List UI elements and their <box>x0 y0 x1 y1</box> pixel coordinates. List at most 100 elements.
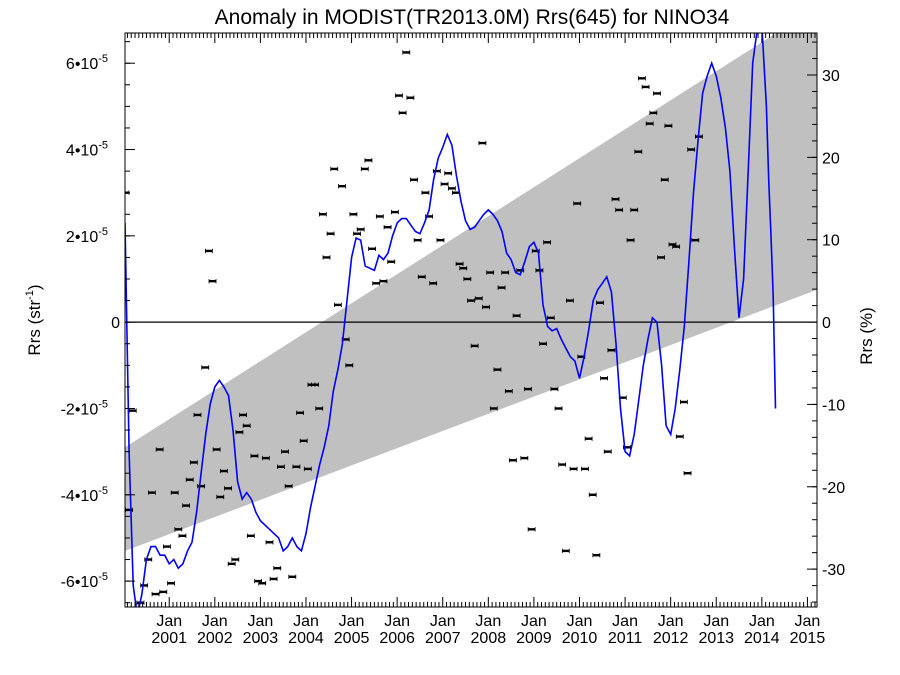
plot-frame <box>124 32 818 608</box>
monthly-point <box>539 341 547 346</box>
x-tick-month-label: Jan <box>521 613 547 630</box>
monthly-point <box>224 486 232 491</box>
x-tick-year-label: 2003 <box>243 630 279 647</box>
monthly-point <box>413 237 422 243</box>
x-tick-month-label: Jan <box>293 613 319 630</box>
monthly-point <box>638 76 646 81</box>
chart-title: Anomaly in MODIST(TR2013.0M) Rrs(645) fo… <box>215 6 730 29</box>
monthly-point <box>470 343 479 349</box>
monthly-point <box>558 462 567 467</box>
monthly-point <box>250 453 259 459</box>
x-tick-month-label: Jan <box>795 613 821 630</box>
x-tick-year-label: 2004 <box>288 630 324 647</box>
right-tick-label: -30 <box>822 562 845 579</box>
monthly-point <box>645 121 654 126</box>
monthly-point <box>432 168 441 174</box>
monthly-point <box>691 237 700 243</box>
monthly-point <box>444 171 453 176</box>
monthly-point <box>550 386 559 392</box>
monthly-point <box>246 533 255 538</box>
monthly-point <box>486 270 495 275</box>
monthly-point <box>509 458 517 463</box>
monthly-point <box>679 399 688 405</box>
left-tick-label: 6•10-5 <box>66 53 108 73</box>
monthly-point <box>531 248 540 254</box>
monthly-point <box>281 449 289 454</box>
x-tick-month-label: Jan <box>475 613 501 630</box>
monthly-point <box>524 386 532 392</box>
monthly-point <box>227 561 236 567</box>
monthly-point <box>584 436 593 441</box>
monthly-point <box>566 298 574 303</box>
monthly-point <box>687 147 696 152</box>
monthly-point <box>672 244 681 249</box>
monthly-point <box>360 166 369 172</box>
monthly-point <box>554 406 563 411</box>
left-tick-label: -6•10-5 <box>61 571 108 591</box>
x-tick-year-label: 2001 <box>151 630 187 647</box>
monthly-point <box>128 408 137 413</box>
monthly-point <box>383 225 392 230</box>
monthly-point <box>497 285 506 290</box>
monthly-point <box>417 274 426 280</box>
monthly-point <box>421 190 430 195</box>
left-tick-label: -4•10-5 <box>61 485 108 505</box>
monthly-point <box>273 565 282 571</box>
monthly-point <box>140 583 149 588</box>
x-tick-year-label: 2007 <box>425 630 461 647</box>
trend-band-layer <box>125 33 817 551</box>
monthly-point <box>303 466 312 472</box>
x-tick-month-label: Jan <box>384 613 410 630</box>
monthly-point <box>147 490 156 495</box>
monthly-point <box>447 186 456 191</box>
monthly-point <box>501 270 510 275</box>
monthly-point <box>455 261 464 267</box>
monthly-point <box>258 581 267 586</box>
monthly-point <box>197 483 206 489</box>
monthly-point <box>182 503 190 508</box>
monthly-point <box>284 483 293 489</box>
monthly-point <box>345 363 354 368</box>
monthly-point <box>402 50 411 55</box>
monthly-point <box>333 302 342 308</box>
monthly-point <box>395 93 403 98</box>
monthly-point <box>634 149 643 154</box>
x-tick-year-label: 2009 <box>516 630 552 647</box>
right-axis-label: Rrs (%) <box>857 307 876 365</box>
monthly-point <box>144 557 153 562</box>
x-tick-year-label: 2010 <box>562 630 598 647</box>
monthly-point <box>292 464 301 469</box>
monthly-point <box>159 589 168 595</box>
x-tick-year-label: 2005 <box>334 630 370 647</box>
monthly-point <box>387 259 396 264</box>
monthly-point <box>482 304 490 310</box>
right-tick-label: 0 <box>822 315 831 332</box>
monthly-point <box>573 201 582 206</box>
monthly-point <box>675 434 684 439</box>
monthly-point <box>603 449 612 454</box>
monthly-point <box>349 212 358 217</box>
monthly-point <box>311 382 319 387</box>
monthly-point <box>375 214 384 219</box>
monthly-point <box>372 281 381 286</box>
monthly-point <box>429 281 438 286</box>
right-y-axis: -30 -20 -10 0 10 20 30 <box>807 41 845 603</box>
monthly-point <box>543 240 552 245</box>
monthly-point <box>242 423 251 428</box>
monthly-point <box>178 533 187 538</box>
monthly-point <box>561 548 570 554</box>
x-tick-month-label: Jan <box>658 613 684 630</box>
x-tick-month-label: Jan <box>749 613 775 630</box>
monthly-point <box>193 412 202 418</box>
monthly-point <box>296 410 304 415</box>
monthly-point <box>379 278 388 284</box>
monthly-point <box>436 237 445 243</box>
monthly-point <box>410 177 418 182</box>
monthly-point <box>653 91 661 96</box>
monthly-point <box>467 298 475 303</box>
monthly-point <box>406 95 415 100</box>
monthly-point <box>288 574 297 579</box>
monthly-point <box>353 231 361 236</box>
smoothed-anomaly-line <box>125 33 777 607</box>
monthly-point <box>615 207 624 213</box>
